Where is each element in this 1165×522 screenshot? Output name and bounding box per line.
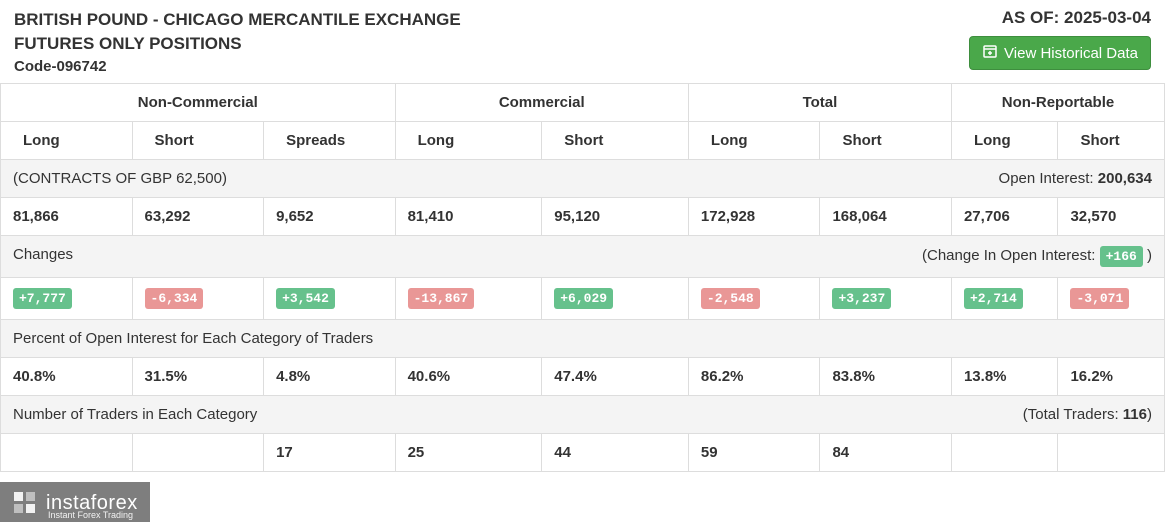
cell: -2,548 xyxy=(688,277,820,319)
col-long-4: Long xyxy=(951,121,1058,159)
cell: 9,652 xyxy=(264,197,396,235)
total-traders: (Total Traders: 116) xyxy=(1023,406,1152,423)
change-badge: -6,334 xyxy=(145,288,204,309)
calendar-plus-icon xyxy=(982,43,998,63)
row-percents: 40.8% 31.5% 4.8% 40.6% 47.4% 86.2% 83.8%… xyxy=(1,357,1165,395)
cell: 16.2% xyxy=(1058,357,1165,395)
cell: 59 xyxy=(688,433,820,471)
col-long-1: Long xyxy=(1,121,133,159)
cell: 83.8% xyxy=(820,357,952,395)
group-total: Total xyxy=(688,83,951,121)
col-short-3: Short xyxy=(820,121,952,159)
sub-header-row: Long Short Spreads Long Short Long Short… xyxy=(1,121,1165,159)
change-badge: +6,029 xyxy=(554,288,613,309)
header-left: BRITISH POUND - CHICAGO MERCANTILE EXCHA… xyxy=(14,8,461,77)
watermark-overlay: instaforex Instant Forex Trading xyxy=(0,482,150,522)
section-percent-label: Percent of Open Interest for Each Catego… xyxy=(13,330,373,347)
cell: 40.8% xyxy=(1,357,133,395)
section-changes-label: Changes xyxy=(13,246,73,263)
cell: 40.6% xyxy=(395,357,542,395)
title-line-2: FUTURES ONLY POSITIONS xyxy=(14,32,461,56)
change-badge: +2,714 xyxy=(964,288,1023,309)
asof-prefix: AS OF: xyxy=(1002,8,1064,27)
cell: 17 xyxy=(264,433,396,471)
header-right: AS OF: 2025-03-04 View Historical Data xyxy=(969,8,1151,70)
cell: -13,867 xyxy=(395,277,542,319)
col-short-1: Short xyxy=(132,121,264,159)
as-of-date: AS OF: 2025-03-04 xyxy=(969,8,1151,28)
col-long-3: Long xyxy=(688,121,820,159)
section-contracts: (CONTRACTS OF GBP 62,500) Open Interest:… xyxy=(1,159,1165,197)
open-interest-value: 200,634 xyxy=(1098,170,1152,187)
cell xyxy=(951,433,1058,471)
change-badge: +3,237 xyxy=(832,288,891,309)
group-nonreportable: Non-Reportable xyxy=(951,83,1164,121)
cell: 63,292 xyxy=(132,197,264,235)
cell xyxy=(132,433,264,471)
total-traders-value: 116 xyxy=(1123,406,1147,423)
group-noncommercial: Non-Commercial xyxy=(1,83,396,121)
cell: 44 xyxy=(542,433,689,471)
change-open-interest: (Change In Open Interest: +166 ) xyxy=(922,246,1152,267)
col-short-2: Short xyxy=(542,121,689,159)
open-interest: Open Interest: 200,634 xyxy=(999,170,1152,187)
col-long-2: Long xyxy=(395,121,542,159)
view-historical-button[interactable]: View Historical Data xyxy=(969,36,1151,70)
change-oi-suffix: ) xyxy=(1143,247,1152,264)
title-line-1: BRITISH POUND - CHICAGO MERCANTILE EXCHA… xyxy=(14,8,461,32)
row-traders: 17 25 44 59 84 xyxy=(1,433,1165,471)
cell: 95,120 xyxy=(542,197,689,235)
watermark-tagline: Instant Forex Trading xyxy=(48,510,133,520)
cell: -6,334 xyxy=(132,277,264,319)
cell: 25 xyxy=(395,433,542,471)
asof-value: 2025-03-04 xyxy=(1064,8,1151,27)
change-oi-label: (Change In Open Interest: xyxy=(922,247,1100,264)
cell: 81,866 xyxy=(1,197,133,235)
cell: 4.8% xyxy=(264,357,396,395)
cell xyxy=(1,433,133,471)
change-badge: +7,777 xyxy=(13,288,72,309)
cell: +7,777 xyxy=(1,277,133,319)
cell: +2,714 xyxy=(951,277,1058,319)
total-traders-label: (Total Traders: xyxy=(1023,406,1123,423)
section-traders-label: Number of Traders in Each Category xyxy=(13,406,257,423)
section-traders: Number of Traders in Each Category (Tota… xyxy=(1,395,1165,433)
row-positions: 81,866 63,292 9,652 81,410 95,120 172,92… xyxy=(1,197,1165,235)
section-changes: Changes (Change In Open Interest: +166 ) xyxy=(1,235,1165,277)
group-commercial: Commercial xyxy=(395,83,688,121)
cell: 81,410 xyxy=(395,197,542,235)
total-traders-suffix: ) xyxy=(1147,406,1152,423)
cell: 172,928 xyxy=(688,197,820,235)
cell: 13.8% xyxy=(951,357,1058,395)
cell: +6,029 xyxy=(542,277,689,319)
section-percent: Percent of Open Interest for Each Catego… xyxy=(1,319,1165,357)
cell: 31.5% xyxy=(132,357,264,395)
instaforex-logo-icon xyxy=(12,490,38,516)
change-oi-badge: +166 xyxy=(1100,246,1143,267)
col-spreads: Spreads xyxy=(264,121,396,159)
cell: +3,237 xyxy=(820,277,952,319)
cell: -3,071 xyxy=(1058,277,1165,319)
cell: +3,542 xyxy=(264,277,396,319)
cell: 32,570 xyxy=(1058,197,1165,235)
report-code: Code-096742 xyxy=(14,56,461,77)
cell: 27,706 xyxy=(951,197,1058,235)
row-changes: +7,777 -6,334 +3,542 -13,867 +6,029 -2,548 +3,… xyxy=(1,277,1165,319)
section-contracts-label: (CONTRACTS OF GBP 62,500) xyxy=(13,170,227,187)
change-badge: -2,548 xyxy=(701,288,760,309)
open-interest-label: Open Interest: xyxy=(999,170,1098,187)
cell: 47.4% xyxy=(542,357,689,395)
change-badge: -3,071 xyxy=(1070,288,1129,309)
col-short-4: Short xyxy=(1058,121,1165,159)
historical-btn-label: View Historical Data xyxy=(1004,45,1138,62)
cell: 168,064 xyxy=(820,197,952,235)
cell xyxy=(1058,433,1165,471)
group-header-row: Non-Commercial Commercial Total Non-Repo… xyxy=(1,83,1165,121)
cell: 86.2% xyxy=(688,357,820,395)
change-badge: +3,542 xyxy=(276,288,335,309)
positions-table: Non-Commercial Commercial Total Non-Repo… xyxy=(0,83,1165,472)
report-header: BRITISH POUND - CHICAGO MERCANTILE EXCHA… xyxy=(0,0,1165,83)
change-badge: -13,867 xyxy=(408,288,475,309)
cell: 84 xyxy=(820,433,952,471)
